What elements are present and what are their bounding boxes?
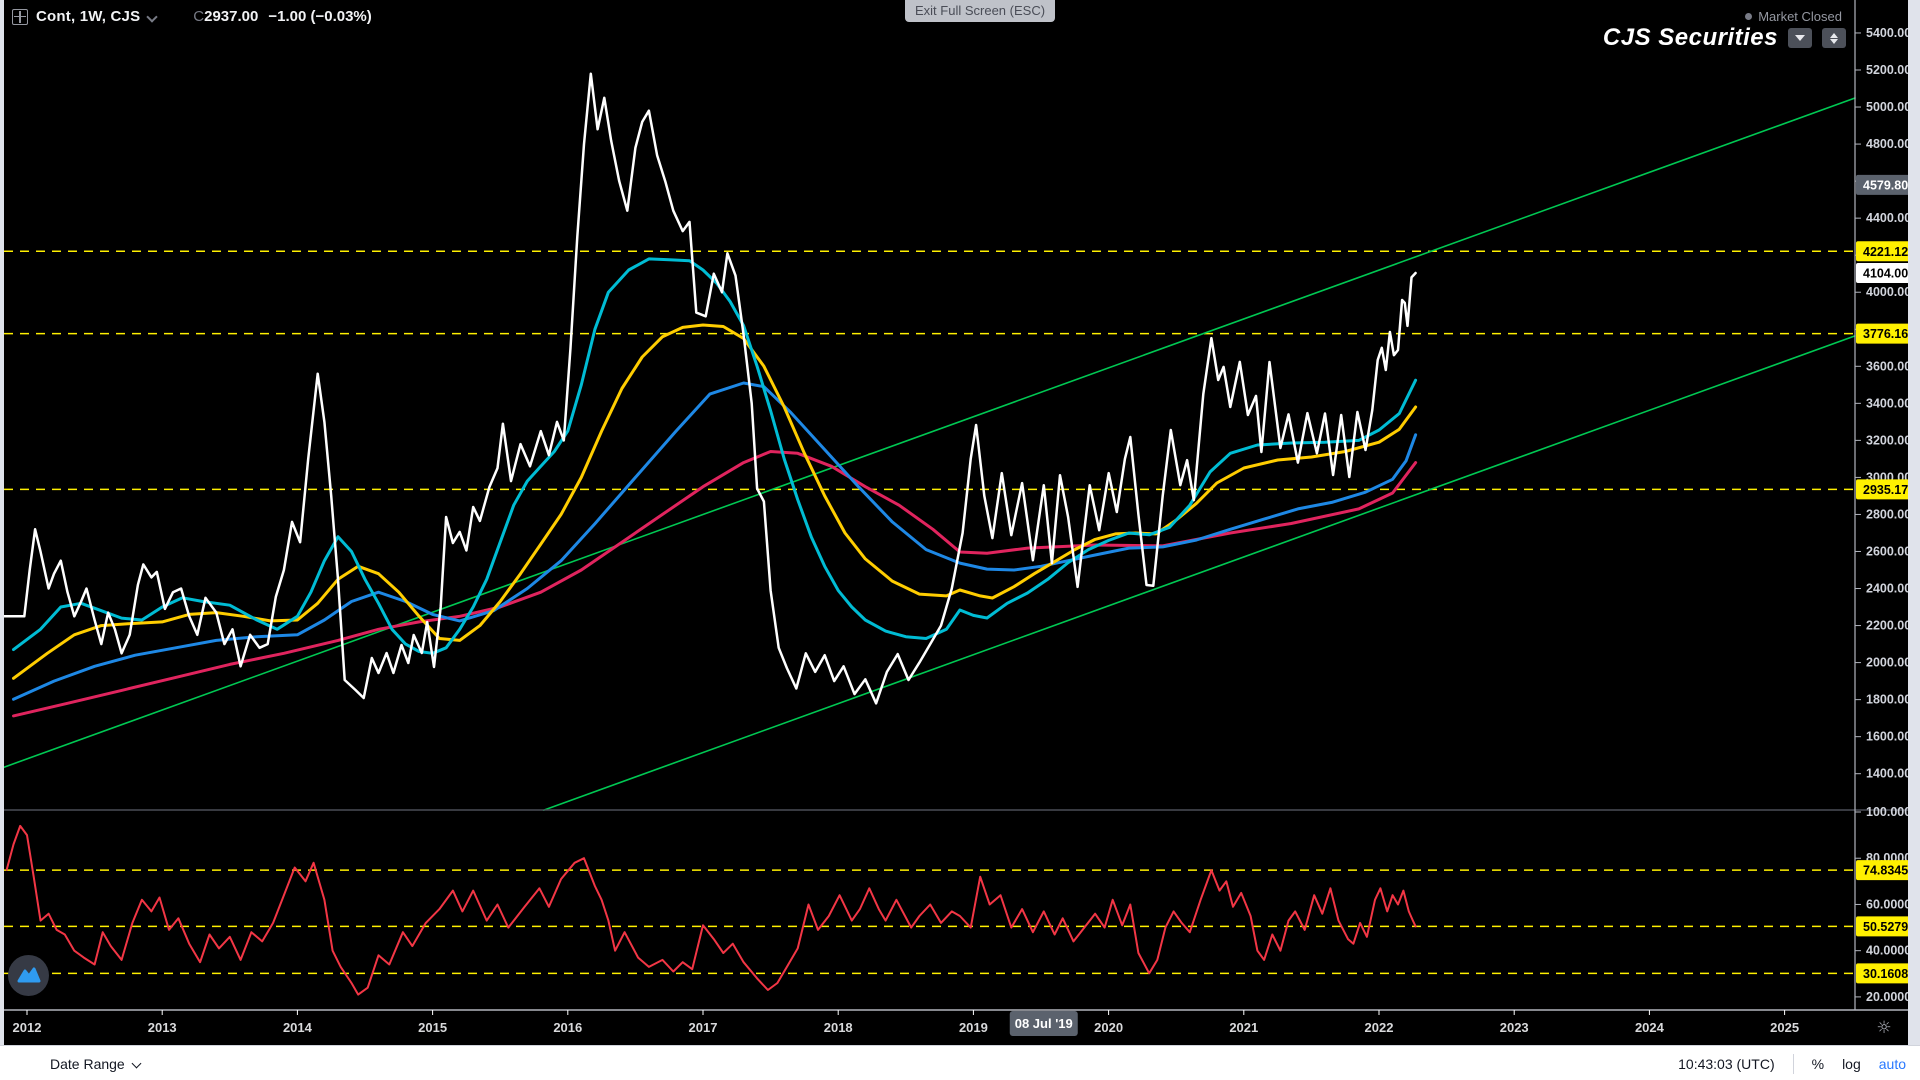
year-label-2019[interactable]: 2019	[959, 1020, 988, 1035]
price-badge-last-price	[1856, 262, 1916, 283]
time-axis[interactable]	[4, 1010, 1908, 1045]
price-tick-label: 1800.00	[1866, 693, 1911, 707]
series-oscillator	[5, 824, 1417, 996]
mountain-chart-icon	[17, 967, 40, 982]
oscillator-badge-0	[1856, 860, 1916, 881]
year-label-2015[interactable]: 2015	[418, 1020, 447, 1035]
price-tick-label: 3400.00	[1866, 396, 1911, 410]
sub-tick-label: 40.0000	[1866, 944, 1911, 958]
market-closed-dot-icon	[1745, 13, 1753, 20]
price-tick-label: 1600.00	[1866, 730, 1911, 744]
log-scale-button[interactable]: log	[1842, 1055, 1861, 1072]
exit-fullscreen-tooltip: Exit Full Screen (ESC)	[905, 0, 1056, 22]
expand-collapse-button[interactable]	[1822, 28, 1846, 48]
percent-scale-button[interactable]: %	[1811, 1055, 1825, 1072]
grid-layout-icon[interactable]	[12, 8, 28, 25]
price-tick-label: 5400.00	[1866, 26, 1911, 40]
price-badge-crosshair-label: 4579.80	[1863, 178, 1908, 192]
price-change: −1.00 (−0.03%)	[268, 8, 372, 25]
price-tick-label: 2000.00	[1866, 656, 1911, 670]
crosshair-date-badge	[1009, 1011, 1078, 1036]
chart-canvas: 5400.00 5200.00 5000.00 4800.00 4400.00 4000.…	[2, 0, 1918, 1045]
price-badge-level-label: 3776.16	[1863, 327, 1908, 341]
year-label-2018[interactable]: 2018	[824, 1020, 853, 1035]
year-label-2023[interactable]: 2023	[1500, 1020, 1529, 1035]
year-label-2017[interactable]: 2017	[689, 1020, 718, 1035]
year-label-2013[interactable]: 2013	[148, 1020, 177, 1035]
auto-scale-button[interactable]: auto	[1878, 1055, 1906, 1072]
price-tick-label: 2800.00	[1866, 507, 1911, 521]
oscillator-pane[interactable]	[4, 812, 1855, 1008]
price-tick-label: 5200.00	[1866, 63, 1911, 77]
price-tick-label: 2400.00	[1866, 582, 1911, 596]
main-chart-pane[interactable]	[4, 0, 1855, 810]
year-label-2022[interactable]: 2022	[1365, 1020, 1394, 1035]
price-tick-label: 2200.00	[1866, 619, 1911, 633]
upper-trendline	[3, 97, 1856, 769]
left-edge-strip	[0, 0, 4, 1080]
year-label-2025[interactable]: 2025	[1770, 1020, 1799, 1035]
price-tick-label: 1400.00	[1866, 767, 1911, 781]
series-ma-fast	[12, 257, 1418, 655]
brand-logo: CJS Securities	[1602, 24, 1778, 51]
close-price: 2937.00	[204, 8, 259, 25]
brand-bar: CJS Securities	[1603, 24, 1846, 52]
series-ma-slowest	[12, 450, 1418, 718]
market-status-label: Market Closed	[1758, 9, 1842, 24]
bottom-toolbar: Date Range 10:43:03 (UTC) % log auto	[0, 1045, 1920, 1080]
chevron-down-icon	[133, 1059, 142, 1068]
collapse-button[interactable]	[1788, 28, 1812, 48]
symbol-legend: Cont, 1W, CJS C2937.00 −1.00 (−0.03%)	[12, 8, 372, 25]
price-badge-crosshair	[1856, 174, 1916, 195]
date-range-control[interactable]: Date Range	[50, 1056, 142, 1072]
chevron-down-icon[interactable]	[148, 12, 157, 21]
oscillator-badge-2	[1856, 963, 1916, 984]
year-label-2024[interactable]: 2024	[1635, 1020, 1665, 1035]
price-tick-label: 3600.00	[1866, 359, 1911, 373]
price-tick-label: 2600.00	[1866, 544, 1911, 558]
oscillator-badge-0-label: 74.8345	[1863, 864, 1908, 878]
price-tick-label: 4400.00	[1866, 211, 1911, 225]
lower-trendline	[542, 335, 1856, 812]
oscillator-badge-1	[1856, 916, 1916, 937]
price-badge-level-label: 2935.17	[1863, 483, 1908, 497]
year-label-2021[interactable]: 2021	[1229, 1020, 1258, 1035]
year-label-2014[interactable]: 2014	[283, 1020, 313, 1035]
crosshair-date-label: 08 Jul '19	[1015, 1016, 1073, 1031]
price-badge-level	[1856, 241, 1916, 262]
price-tick-label: 4800.00	[1866, 137, 1911, 151]
year-label-2012[interactable]: 2012	[13, 1020, 42, 1035]
price-badge-level-label: 4221.12	[1863, 245, 1908, 259]
oscillator-badge-2-label: 30.1608	[1863, 967, 1908, 981]
price-axis[interactable]	[1855, 0, 1916, 1010]
sub-tick-label: 60.0000	[1866, 897, 1911, 911]
triangle-down-icon	[1830, 38, 1838, 44]
indicator-logo-button[interactable]	[8, 955, 49, 996]
price-tick-label: 4000.00	[1866, 285, 1911, 299]
series-close	[2, 72, 1417, 705]
triangle-up-icon	[1830, 32, 1838, 38]
axis-settings-sun-icon[interactable]: ☼	[1876, 1018, 1891, 1038]
toolbar-divider	[1792, 1053, 1794, 1074]
price-badge-level	[1856, 479, 1916, 500]
right-scrollbar-strip[interactable]	[1908, 0, 1920, 1080]
year-label-2016[interactable]: 2016	[553, 1020, 582, 1035]
clock-utc[interactable]: 10:43:03 (UTC)	[1678, 1055, 1775, 1072]
year-label-2020[interactable]: 2020	[1094, 1020, 1123, 1035]
date-range-label: Date Range	[50, 1055, 125, 1072]
symbol-title[interactable]: Cont, 1W, CJS	[36, 8, 141, 25]
price-badge-level	[1856, 323, 1916, 344]
sub-tick-label: 20.0000	[1866, 990, 1911, 1004]
price-tick-label: 5000.00	[1866, 100, 1911, 114]
triangle-down-icon	[1795, 35, 1805, 41]
market-status: Market Closed	[1745, 9, 1842, 24]
close-prefix: C	[193, 8, 205, 25]
oscillator-badge-1-label: 50.5279	[1863, 920, 1908, 934]
sub-tick-label: 100.0000	[1866, 805, 1918, 819]
price-badge-last-price-label: 4104.00	[1863, 266, 1908, 280]
price-tick-label: 3200.00	[1866, 433, 1911, 447]
